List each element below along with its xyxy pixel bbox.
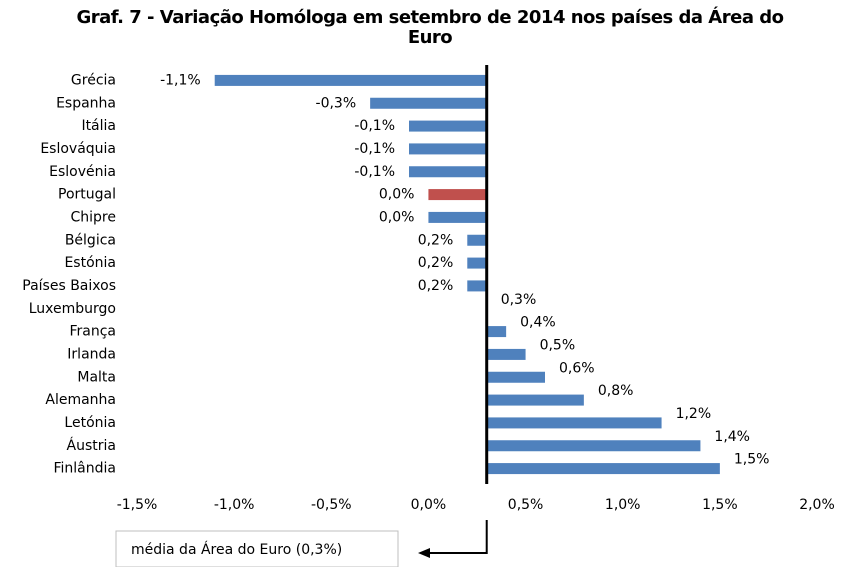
y-tick-label: Eslovénia — [49, 164, 116, 180]
x-tick-label: 0,0% — [411, 497, 447, 513]
value-label: 0,0% — [379, 187, 415, 203]
value-label: 1,2% — [676, 406, 712, 422]
y-tick-label: Alemanha — [45, 392, 116, 408]
bar — [467, 280, 487, 292]
value-label: 0,3% — [501, 292, 537, 308]
chart-title: Graf. 7 - Variação Homóloga em setembro … — [76, 7, 784, 48]
value-label: 0,0% — [379, 209, 415, 225]
x-tick-label: -1,0% — [214, 497, 255, 513]
bar — [467, 257, 487, 269]
y-tick-label: Irlanda — [67, 346, 116, 362]
y-tick-label: Eslováquia — [40, 141, 116, 157]
x-tick-label: 1,0% — [605, 497, 641, 513]
x-tick-label: -0,5% — [311, 497, 352, 513]
bar — [214, 74, 487, 86]
bar — [486, 440, 701, 452]
x-tick-label: 2,0% — [799, 497, 835, 513]
value-label: 0,2% — [418, 255, 454, 271]
value-label: -0,1% — [354, 164, 395, 180]
y-tick-label: Finlândia — [54, 461, 117, 477]
bar — [409, 120, 487, 132]
value-label: -1,1% — [160, 72, 201, 88]
y-tick-label: Letónia — [64, 415, 116, 431]
x-tick-label: 0,5% — [508, 497, 544, 513]
value-label: 0,8% — [598, 383, 634, 399]
bar — [486, 394, 584, 406]
bar — [409, 166, 487, 178]
x-tick-label: 1,5% — [702, 497, 738, 513]
value-label: -0,3% — [316, 95, 357, 111]
bar — [428, 189, 487, 201]
value-label: 0,4% — [520, 315, 556, 331]
value-label: 1,4% — [714, 429, 750, 445]
bar — [370, 97, 487, 109]
y-tick-label: Chipre — [71, 209, 117, 225]
y-tick-label: França — [69, 324, 116, 340]
y-tick-label: Grécia — [71, 72, 116, 88]
y-tick-label: Malta — [77, 369, 116, 385]
y-tick-label: Portugal — [58, 187, 116, 203]
reference-arrow — [428, 520, 488, 554]
y-tick-label: Luxemburgo — [29, 301, 116, 317]
value-label: 0,2% — [418, 278, 454, 294]
value-label: -0,1% — [354, 118, 395, 134]
bar — [486, 326, 507, 338]
bar — [409, 143, 487, 155]
arrow-head — [418, 548, 430, 558]
value-label: -0,1% — [354, 141, 395, 157]
y-tick-label: Bélgica — [65, 232, 116, 248]
value-label: 0,5% — [540, 337, 576, 353]
y-tick-label: Países Baixos — [22, 278, 116, 294]
bar — [467, 234, 487, 246]
y-tick-label: Itália — [81, 118, 116, 134]
bar — [428, 211, 487, 223]
reference-label: média da Área do Euro (0,3%) — [131, 541, 342, 558]
bar — [486, 371, 545, 383]
bar — [486, 417, 662, 429]
y-tick-label: Estónia — [64, 255, 116, 271]
value-label: 0,2% — [418, 232, 454, 248]
bar — [486, 463, 720, 475]
bar — [486, 348, 526, 360]
reference-box — [115, 530, 399, 567]
value-label: 0,6% — [559, 360, 595, 376]
value-label: 1,5% — [734, 452, 770, 468]
y-tick-label: Espanha — [56, 95, 116, 111]
x-tick-label: -1,5% — [117, 497, 158, 513]
y-tick-label: Áustria — [67, 437, 116, 454]
